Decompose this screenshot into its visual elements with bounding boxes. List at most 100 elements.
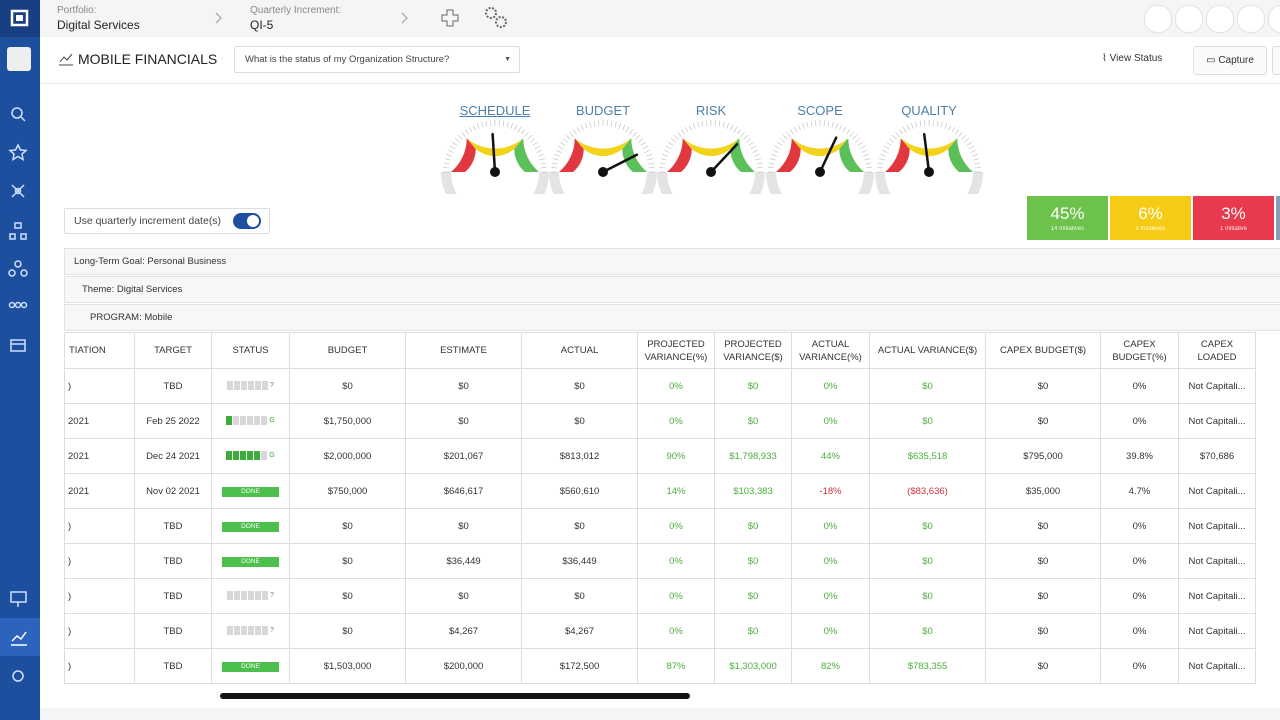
gauge-label[interactable]: RISK: [695, 103, 727, 118]
present-icon[interactable]: [10, 591, 27, 603]
gauge-tick: [752, 149, 759, 153]
gauge-tick: [755, 158, 762, 161]
increment-label: Quarterly Increment:: [250, 5, 342, 16]
gauge-tick: [793, 126, 798, 133]
table-cell: Not Capitali...: [1178, 403, 1256, 439]
table-cell: Not Capitali...: [1178, 613, 1256, 649]
status-badge: DONE: [222, 662, 279, 672]
status-bars: [227, 626, 269, 637]
gauge-tick: [589, 121, 592, 128]
table-cell: $0: [714, 543, 792, 579]
status-block: [255, 626, 262, 636]
status-tile[interactable]: 3% 1 Initiative: [1193, 196, 1274, 240]
settings-icon[interactable]: [12, 670, 24, 682]
portfolio-label: Portfolio:: [57, 5, 97, 16]
notification-button[interactable]: [1237, 5, 1265, 33]
gauge-tick: [842, 126, 847, 133]
gauge-tick: [692, 123, 696, 129]
capture-button[interactable]: ▭ Capture: [1193, 46, 1267, 75]
gauge-tick: [974, 167, 981, 169]
status-cell: DONE: [211, 648, 290, 684]
gauge-red: [559, 138, 584, 172]
user-button[interactable]: [1175, 5, 1203, 33]
toggle-switch[interactable]: [233, 213, 261, 229]
gauge-label[interactable]: SCHEDULE: [459, 103, 531, 118]
gauge-tick: [490, 120, 492, 127]
archive-icon[interactable]: [10, 339, 26, 352]
scrollbar[interactable]: [220, 693, 690, 699]
gauge-tick: [774, 145, 781, 150]
portfolio[interactable]: Digital Services: [57, 18, 140, 32]
gauge-tick: [461, 131, 466, 137]
top-bar: Portfolio: Digital Services Quarterly In…: [40, 0, 1280, 37]
gauge-tick: [464, 129, 469, 135]
gauge-tick: [878, 158, 885, 161]
status-block: [262, 381, 269, 391]
question-dropdown[interactable]: What is the status of my Organization St…: [234, 46, 520, 73]
table-cell: TBD: [134, 543, 212, 579]
financials-table: TIATION TARGET STATUS BUDGET ESTIMATE ACTUAL P…: [64, 332, 1256, 684]
gauge-label[interactable]: BUDGET: [575, 103, 631, 118]
toggle-box: Use quarterly increment date(s): [64, 208, 270, 234]
table-cell: 0%: [637, 508, 715, 544]
gear-icon[interactable]: [482, 4, 510, 30]
table-cell: $0: [405, 403, 522, 439]
gauge-tick: [915, 121, 918, 128]
gauge-tick: [940, 121, 943, 128]
gauge-tick: [530, 138, 536, 143]
status-tile[interactable]: 6% 2 Initiatives: [1110, 196, 1191, 240]
table-cell: $0: [714, 578, 792, 614]
financials-icon: [11, 631, 27, 646]
gauge-label[interactable]: SCOPE: [797, 103, 843, 118]
gauge-tick: [831, 121, 834, 128]
gauge-label[interactable]: QUALITY: [901, 103, 957, 118]
gauge-tick: [881, 149, 888, 153]
activity-button[interactable]: [1144, 5, 1172, 33]
gauge-yellow: [900, 138, 958, 157]
active-nav[interactable]: [0, 618, 40, 656]
add-icon[interactable]: [440, 8, 460, 28]
logo-icon: [10, 9, 29, 27]
network-icon[interactable]: [14, 187, 22, 195]
status-block: [241, 381, 248, 391]
gauge-tick: [502, 120, 505, 127]
people-icon[interactable]: [8, 301, 16, 309]
gauge-tick: [951, 126, 956, 133]
extra-button[interactable]: [1272, 46, 1280, 75]
status-tile[interactable]: 45% 14 Initiatives: [1027, 196, 1108, 240]
chevron: [215, 12, 222, 24]
gauge-green: [730, 138, 755, 172]
gauge-tick: [864, 158, 871, 161]
gauge-tick: [801, 123, 805, 129]
gauge-tick: [972, 153, 978, 157]
tile-percent: 45%: [1050, 204, 1085, 223]
page-title: MOBILE FINANCIALS: [78, 51, 218, 67]
gauge-tick: [680, 129, 685, 135]
gauge-tick: [865, 167, 872, 169]
clipboard-button[interactable]: [1206, 5, 1234, 33]
gauge-tick: [618, 123, 622, 129]
gauge-tick: [750, 145, 757, 150]
gauge-tick: [458, 135, 463, 140]
more-button[interactable]: [1268, 5, 1280, 33]
gauge-tick: [560, 141, 566, 146]
group-icon[interactable]: [14, 260, 22, 268]
increment[interactable]: QI-5: [250, 18, 274, 32]
gauge-tick: [446, 153, 452, 157]
view-status-button[interactable]: ⌇ View Status: [1102, 53, 1163, 64]
hierarchy-icon[interactable]: [14, 222, 22, 229]
toggle-knob: [247, 215, 259, 227]
star-icon[interactable]: [8, 143, 28, 161]
table-cell: $0: [714, 613, 792, 649]
avatar[interactable]: [7, 47, 31, 71]
tile-caption: 1 Initiative: [1219, 226, 1247, 232]
gauge-needle: [491, 132, 497, 174]
gauge-needle: [818, 136, 838, 174]
status-block: [240, 451, 247, 461]
column-header: ACTUAL VARIANCE(%): [791, 332, 870, 369]
logo[interactable]: [0, 0, 40, 37]
gauge-tick: [859, 145, 866, 150]
search-icon[interactable]: [11, 107, 23, 119]
status-cell: G: [211, 438, 290, 474]
table-cell: $0: [289, 543, 406, 579]
